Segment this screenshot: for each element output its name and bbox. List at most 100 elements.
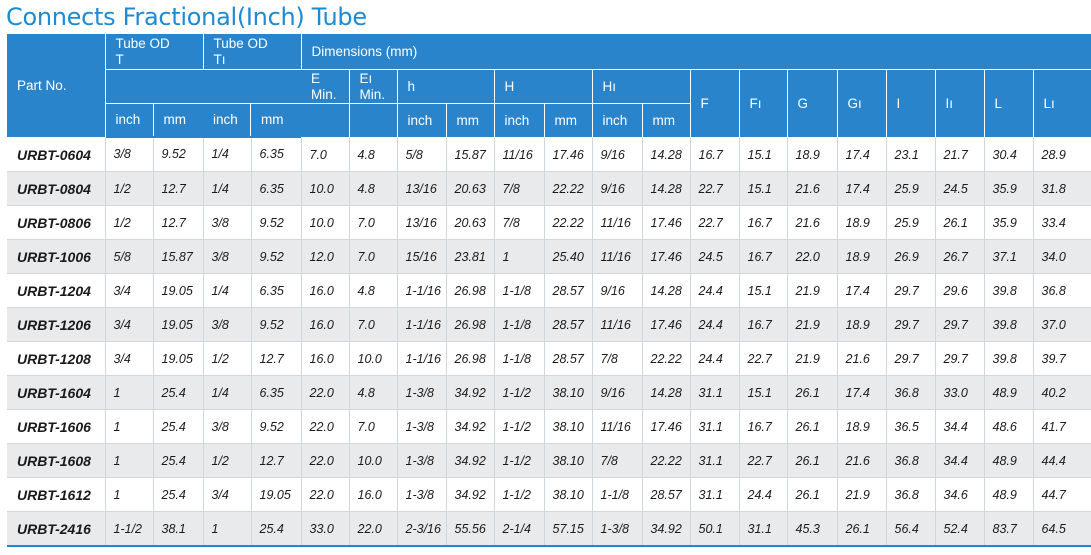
table-cell: 83.7 <box>984 511 1034 547</box>
table-cell: 39.8 <box>984 307 1034 342</box>
table-cell: 57.15 <box>544 511 593 547</box>
table-row: URBT-0806 1/2 12.7 3/8 9.52 10.0 7.0 13/16 20.63… <box>7 205 1091 240</box>
table-cell: 14.28 <box>642 273 691 308</box>
table-cell: 17.4 <box>837 137 887 172</box>
table-cell: 1-1/8 <box>494 307 545 342</box>
table-cell: 24.4 <box>690 341 740 376</box>
table-cell: 40.2 <box>1033 375 1091 410</box>
table-cell: 6.35 <box>251 137 302 172</box>
table-cell: 48.6 <box>984 409 1034 444</box>
table-cell: 22.7 <box>739 443 788 478</box>
table-cell: 11/16 <box>592 239 643 274</box>
table-cell: 48.9 <box>984 375 1034 410</box>
table-cell: 9/16 <box>592 137 643 172</box>
table-cell: 34.92 <box>446 409 495 444</box>
table-cell: 3/8 <box>203 307 252 342</box>
table-cell: 26.1 <box>787 443 838 478</box>
table-cell: 9.52 <box>153 137 204 172</box>
part-number-cell: URBT-1604 <box>7 375 106 410</box>
page-title: Connects Fractional(Inch) Tube <box>6 3 367 31</box>
table-cell: 12.7 <box>251 341 302 376</box>
table-cell: 1-1/8 <box>494 341 545 376</box>
table-cell: 22.22 <box>544 171 593 206</box>
table-cell: 15.1 <box>739 273 788 308</box>
table-cell: 24.4 <box>690 273 740 308</box>
table-cell: 3/4 <box>105 273 154 308</box>
table-cell: 2-1/4 <box>494 511 545 547</box>
table-cell: 35.9 <box>984 205 1034 240</box>
table-cell: 52.4 <box>935 511 985 547</box>
table-cell: 4.8 <box>349 171 398 206</box>
table-cell: 30.4 <box>984 137 1034 172</box>
part-number-cell: URBT-1208 <box>7 341 106 376</box>
table-cell: 1-1/16 <box>397 307 447 342</box>
table-cell: 10.0 <box>301 205 350 240</box>
table-cell: 50.1 <box>690 511 740 547</box>
table-cell: 3/8 <box>203 409 252 444</box>
table-cell: 16.7 <box>690 137 740 172</box>
table-cell: 21.9 <box>837 477 887 512</box>
table-row: URBT-1606 1 25.4 3/8 9.52 22.0 7.0 1-3/8 34.92 1-… <box>7 409 1091 444</box>
table-cell: 3/4 <box>203 477 252 512</box>
table-row: URBT-0604 3/8 9.52 1/4 6.35 7.0 4.8 5/8 15.87 11/… <box>7 137 1091 172</box>
table-cell: 38.10 <box>544 477 593 512</box>
table-cell: 1-1/2 <box>105 511 154 547</box>
table-cell: 45.3 <box>787 511 838 547</box>
table-cell: 12.7 <box>153 171 204 206</box>
table-cell: 1 <box>105 477 154 512</box>
table-cell: 26.9 <box>886 239 936 274</box>
col-h1-mm: mm <box>642 103 691 138</box>
table-cell: 36.8 <box>886 477 936 512</box>
part-number-cell: URBT-1006 <box>7 239 106 274</box>
table-cell: 25.4 <box>153 443 204 478</box>
table-cell: 10.0 <box>349 341 398 376</box>
table-cell: 17.46 <box>642 409 691 444</box>
table-cell: 26.1 <box>837 511 887 547</box>
part-number-cell: URBT-2416 <box>7 511 106 547</box>
part-number-cell: URBT-0806 <box>7 205 106 240</box>
table-cell: 16.7 <box>739 307 788 342</box>
table-cell: 1/2 <box>203 341 252 376</box>
table-cell: 22.7 <box>739 341 788 376</box>
table-cell: 18.9 <box>837 239 887 274</box>
table-cell: 7.0 <box>349 409 398 444</box>
table-cell: 3/8 <box>105 137 154 172</box>
table-cell: 1 <box>105 375 154 410</box>
table-cell: 38.10 <box>544 409 593 444</box>
table-cell: 25.9 <box>886 205 936 240</box>
table-cell: 15.1 <box>739 375 788 410</box>
table-cell: 4.8 <box>349 137 398 172</box>
table-cell: 31.8 <box>1033 171 1091 206</box>
table-cell: 7.0 <box>349 239 398 274</box>
table-cell: 11/16 <box>494 137 545 172</box>
table-cell: 17.46 <box>544 137 593 172</box>
table-cell: 7/8 <box>494 205 545 240</box>
table-row: URBT-1612 1 25.4 3/4 19.05 22.0 16.0 1-3/8 34.92… <box>7 477 1091 512</box>
unit-mm: mm <box>163 112 187 127</box>
table-cell: 22.0 <box>301 443 350 478</box>
table-cell: 34.4 <box>935 409 985 444</box>
table-cell: 37.1 <box>984 239 1034 274</box>
table-cell: 1/4 <box>203 273 252 308</box>
table-cell: 1 <box>105 409 154 444</box>
table-cell: 12.7 <box>153 205 204 240</box>
table-cell: 36.8 <box>886 443 936 478</box>
table-cell: 26.98 <box>446 307 495 342</box>
table-cell: 17.46 <box>642 239 691 274</box>
unit-mm: mm <box>261 112 284 127</box>
table-cell: 7/8 <box>592 443 643 478</box>
table-cell: 26.1 <box>935 205 985 240</box>
table-cell: 16.0 <box>301 341 350 376</box>
col-e1-min: Eı Min. <box>349 69 398 104</box>
col-l: L <box>984 69 1034 138</box>
table-cell: 38.1 <box>153 511 204 547</box>
table-cell: 1 <box>494 239 545 274</box>
table-cell: 23.1 <box>886 137 936 172</box>
table-cell: 18.9 <box>837 205 887 240</box>
e1-label: Eı <box>359 70 373 86</box>
table-cell: 16.0 <box>301 273 350 308</box>
table-cell: 39.8 <box>984 341 1034 376</box>
table-cell: 1-3/8 <box>397 375 447 410</box>
table-cell: 1/4 <box>203 171 252 206</box>
col-h-mm: mm <box>446 103 495 138</box>
